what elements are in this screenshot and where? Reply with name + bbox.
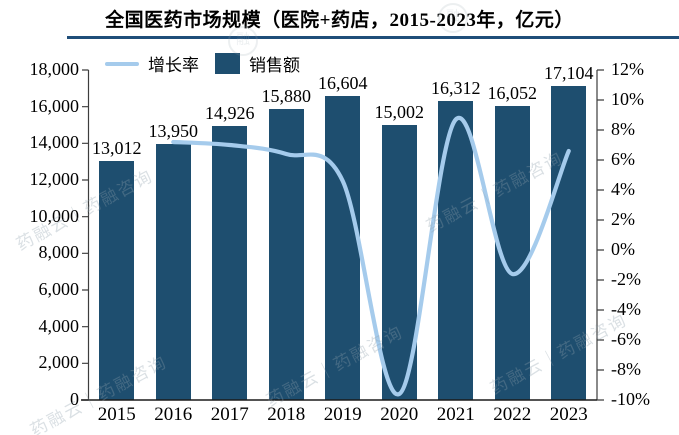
x-axis-tick-label: 2016 bbox=[154, 404, 193, 425]
y2-axis-tick-label: 8% bbox=[611, 119, 635, 140]
x-axis-tick-label: 2022 bbox=[493, 404, 532, 425]
y2-axis-tick-label: 2% bbox=[611, 209, 635, 230]
bar-2021 bbox=[438, 100, 474, 400]
y2-axis-tick-label: -8% bbox=[611, 359, 641, 380]
bar-value-label: 13,012 bbox=[92, 138, 142, 159]
x-axis-tick-label: 2019 bbox=[323, 404, 362, 425]
bar-value-label: 16,312 bbox=[431, 77, 481, 98]
bar-value-label: 15,880 bbox=[261, 85, 312, 106]
bar-2020 bbox=[381, 124, 417, 400]
y2-axis-tick-label: -6% bbox=[611, 329, 641, 350]
y2-axis-tick-label: 12% bbox=[611, 59, 644, 80]
y-axis-tick-label: 10,000 bbox=[29, 205, 80, 226]
bar-value-label: 13,950 bbox=[148, 121, 199, 142]
y-axis-tick-label: 12,000 bbox=[29, 169, 80, 190]
x-axis-tick-label: 2015 bbox=[97, 404, 136, 425]
watermark-logo-icon: 融 bbox=[228, 26, 258, 56]
watermark-logo-icon: 融 bbox=[438, 3, 468, 33]
legend-bar-swatch bbox=[215, 53, 240, 74]
y-axis-tick-label: 16,000 bbox=[29, 95, 80, 116]
y2-axis-tick-label: 4% bbox=[611, 179, 635, 200]
bar-value-label: 14,926 bbox=[205, 103, 255, 124]
y-axis-tick-label: 4,000 bbox=[38, 315, 80, 336]
legend-label-sales: 销售额 bbox=[249, 56, 300, 75]
chart-legend: 增长率 销售额 bbox=[105, 51, 300, 76]
bar-2017 bbox=[212, 126, 248, 400]
x-axis-tick-label: 2020 bbox=[380, 404, 419, 425]
x-axis-tick-label: 2021 bbox=[436, 404, 475, 425]
bar-value-label: 16,604 bbox=[318, 72, 368, 93]
y2-axis-tick-label: -10% bbox=[611, 389, 650, 410]
bar-value-label: 15,002 bbox=[374, 101, 425, 122]
y2-axis-tick-label: 6% bbox=[611, 149, 635, 170]
x-axis-tick-label: 2017 bbox=[210, 404, 249, 425]
chart-title: 全国医药市场规模（医院+药店，2015-2023年，亿元） bbox=[105, 10, 574, 31]
y-axis-tick-label: 18,000 bbox=[29, 59, 80, 80]
y-axis-tick-label: 2,000 bbox=[38, 352, 80, 373]
x-axis-tick-label: 2018 bbox=[267, 404, 306, 425]
bar-2018 bbox=[268, 108, 304, 400]
y2-axis-tick-label: -2% bbox=[611, 269, 641, 290]
y-axis-tick-label: 0 bbox=[70, 389, 79, 410]
y-axis-tick-label: 6,000 bbox=[38, 279, 80, 300]
bar-value-label: 17,104 bbox=[544, 63, 594, 84]
x-axis-tick-label: 2023 bbox=[549, 404, 588, 425]
title-underline bbox=[67, 36, 679, 39]
y-axis-tick-label: 14,000 bbox=[29, 132, 80, 153]
legend-label-growth: 增长率 bbox=[148, 56, 199, 75]
y2-axis-tick-label: 10% bbox=[611, 89, 644, 110]
y2-axis-tick-label: 0% bbox=[611, 239, 635, 260]
legend-line-swatch bbox=[105, 61, 139, 66]
y-axis-tick-label: 8,000 bbox=[38, 242, 80, 263]
bar-value-label: 16,052 bbox=[487, 82, 538, 103]
y2-axis-tick-label: -4% bbox=[611, 299, 641, 320]
